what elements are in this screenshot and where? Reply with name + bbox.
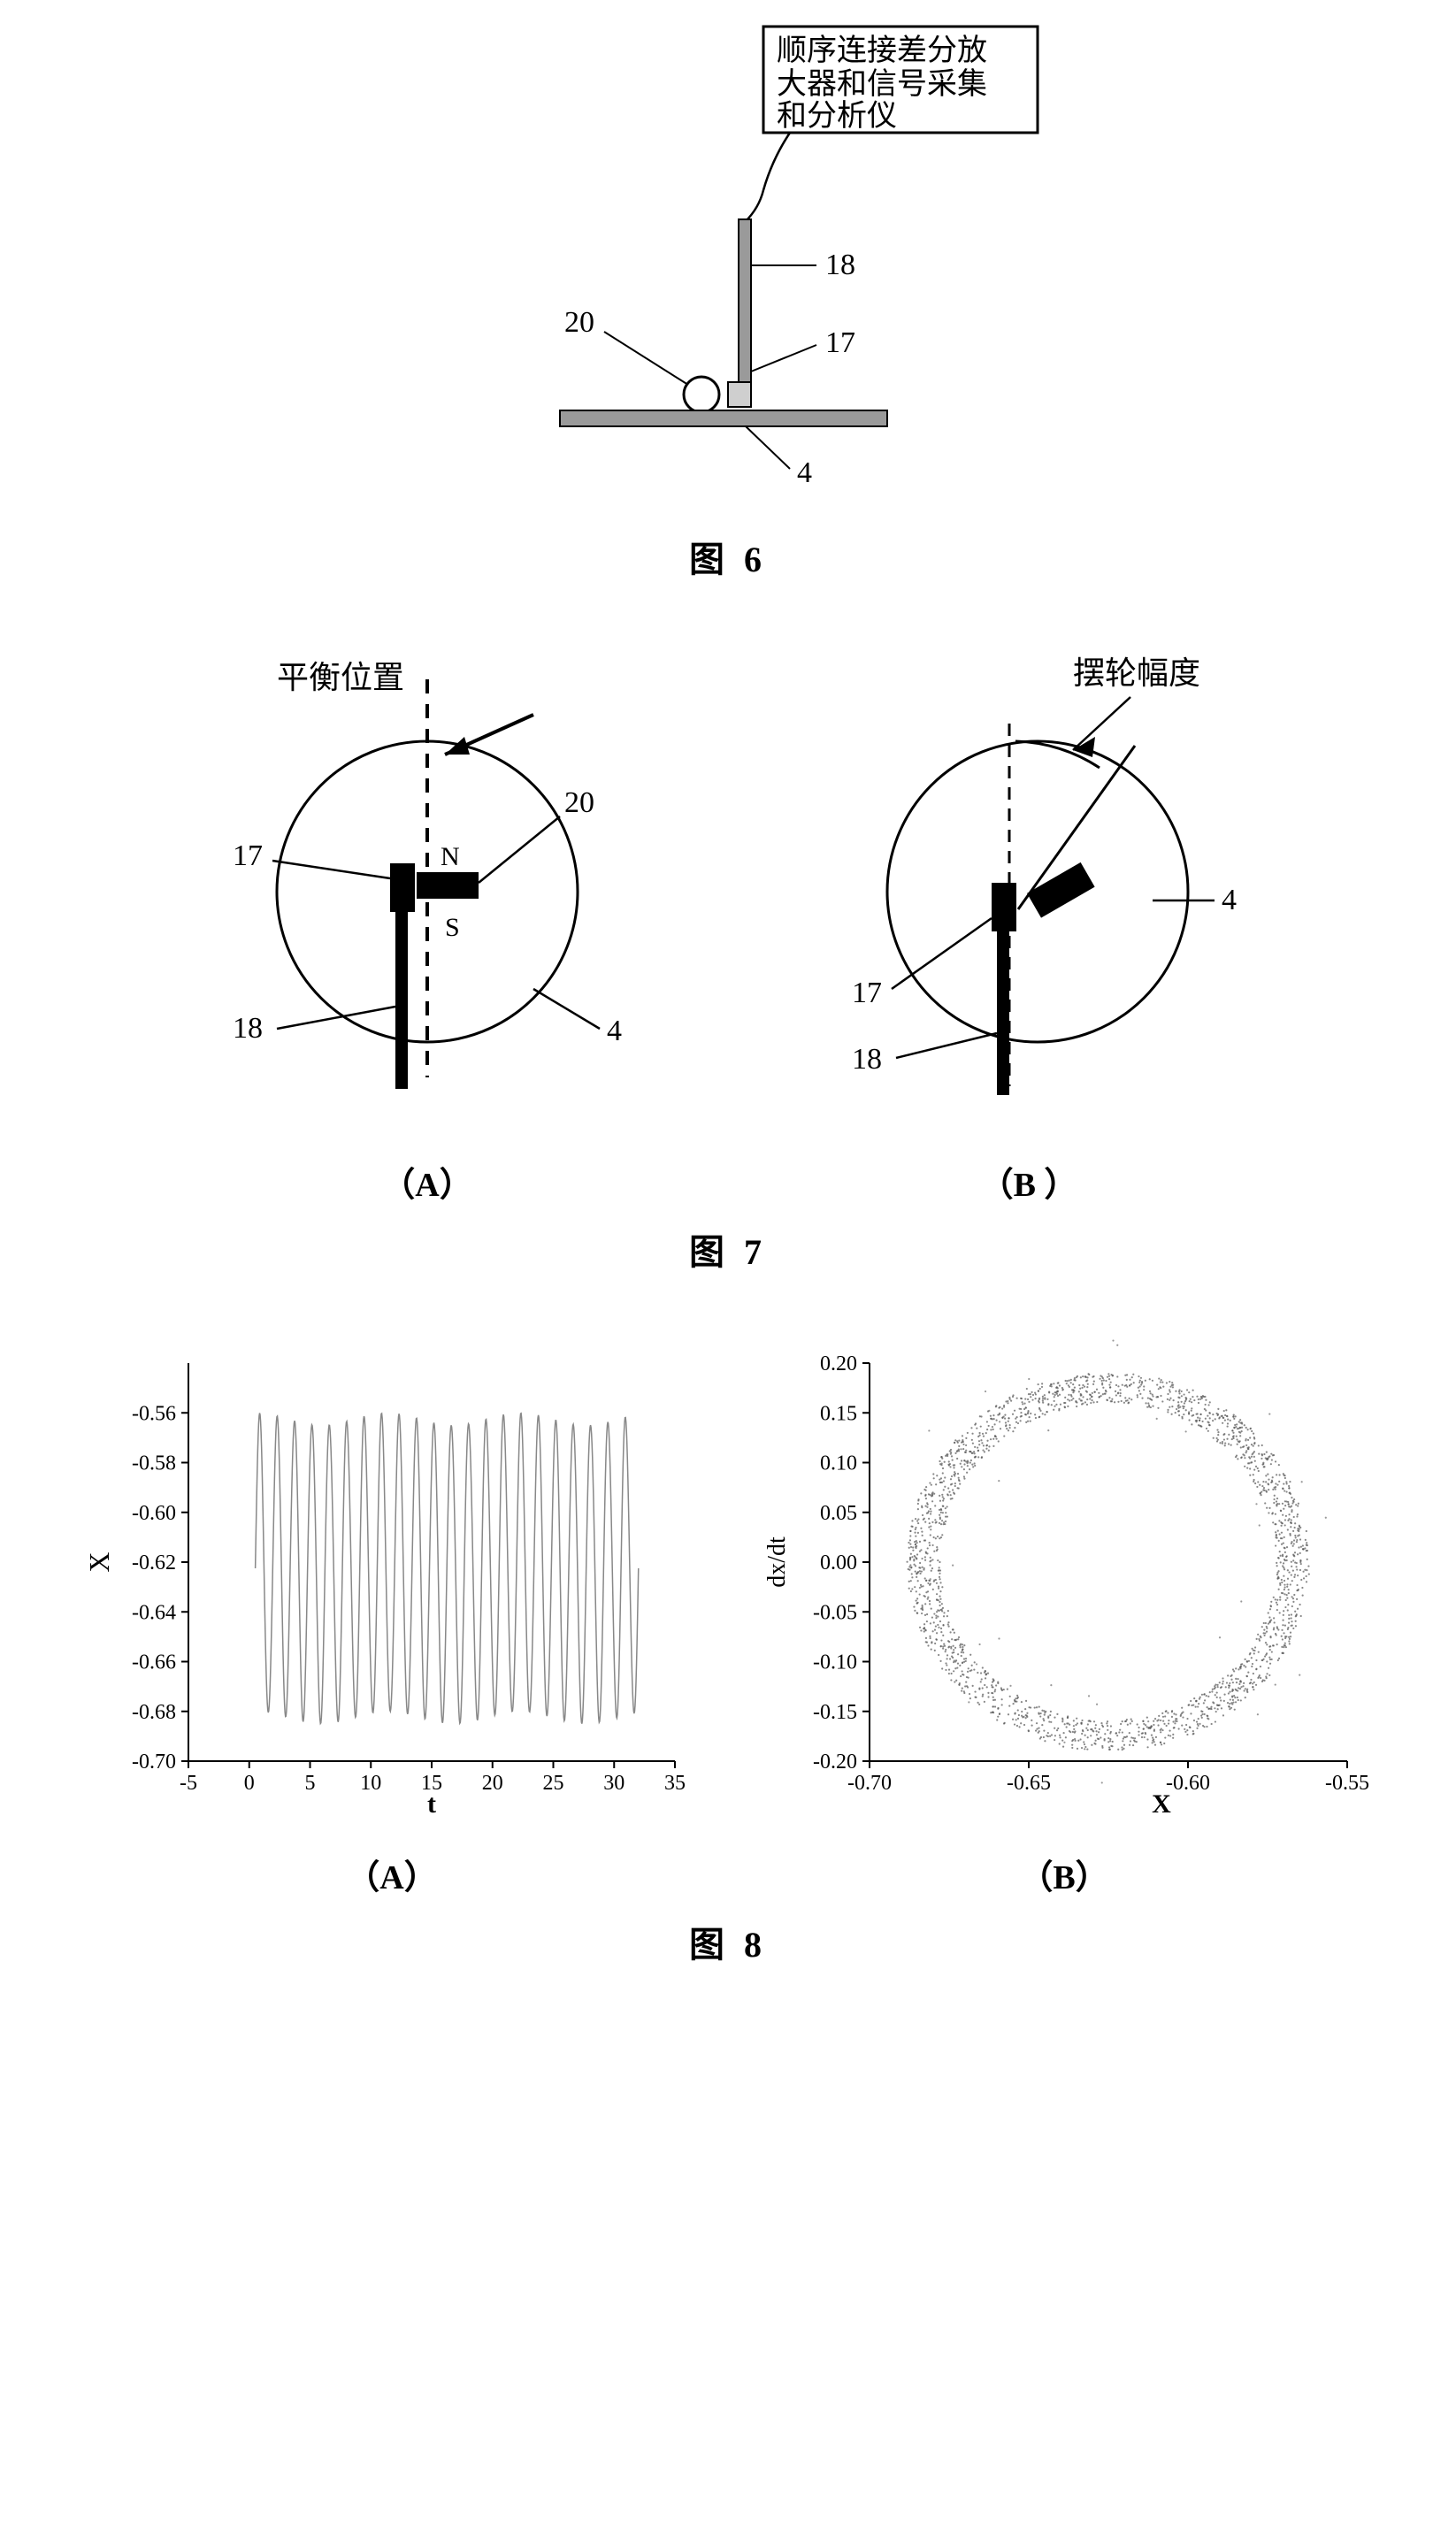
fig8-caption: 图 8 <box>689 1916 767 1967</box>
fig7a-label-17: 17 <box>233 839 263 872</box>
fig8b-sublabel: （B） <box>1019 1850 1108 1898</box>
fig7a-rod-18 <box>395 912 408 1089</box>
svg-text:-0.65: -0.65 <box>1007 1772 1051 1795</box>
fig7a-label-20: 20 <box>564 786 594 819</box>
fig6-textbox-line2: 大器和信号采集 <box>777 67 987 101</box>
fig7a-magnet <box>417 872 479 899</box>
fig6-textbox-line3: 和分析仪 <box>777 99 897 133</box>
fig6-caption: 图 6 <box>689 531 767 582</box>
fig7a-svg: 平衡位置 N S 17 18 2 <box>180 635 675 1130</box>
svg-text:5: 5 <box>305 1772 316 1795</box>
fig7a-label-18: 18 <box>233 1012 263 1045</box>
svg-text:30: 30 <box>603 1772 625 1795</box>
fig7b-label-4: 4 <box>1222 884 1237 916</box>
svg-text:0.05: 0.05 <box>820 1502 857 1525</box>
fig7a-S: S <box>445 913 460 942</box>
fig6-sphere-20 <box>684 377 719 412</box>
fig8a-sublabel: （A） <box>346 1850 437 1898</box>
svg-text:-0.58: -0.58 <box>132 1452 176 1475</box>
fig6-svg: 顺序连接差分放 大器和信号采集 和分析仪 18 17 20 4 <box>374 18 1082 513</box>
svg-text:dx/dt: dx/dt <box>763 1536 791 1588</box>
fig7a-label-4: 4 <box>607 1015 622 1047</box>
svg-text:-0.70: -0.70 <box>132 1751 176 1774</box>
fig6-rod-18 <box>739 219 751 405</box>
svg-text:-0.62: -0.62 <box>132 1551 176 1574</box>
svg-text:-0.15: -0.15 <box>813 1701 857 1724</box>
fig7b: 摆轮幅度 17 <box>781 635 1276 1206</box>
fig6-label-17: 17 <box>825 326 855 359</box>
svg-text:0: 0 <box>244 1772 255 1795</box>
fig8b: 0.20 0.15 0.10 0.05 0.00 -0.05 -0.10 -0.15 -0.20… <box>755 1328 1374 1898</box>
svg-text:-0.05: -0.05 <box>813 1601 857 1624</box>
fig7b-sublabel: （B ） <box>980 1157 1078 1206</box>
figure-8: -0.56 -0.58 -0.60 -0.62 -0.64 -0.66 -0.68 -0.70… <box>18 1328 1438 1967</box>
fig6-label-18: 18 <box>825 249 855 281</box>
fig7b-label-18: 18 <box>852 1043 882 1076</box>
fig8b-svg: 0.20 0.15 0.10 0.05 0.00 -0.05 -0.10 -0.15 -0.20… <box>755 1328 1374 1823</box>
svg-text:-0.68: -0.68 <box>132 1701 176 1724</box>
svg-text:25: 25 <box>543 1772 564 1795</box>
svg-text:-0.64: -0.64 <box>132 1601 176 1624</box>
svg-text:-0.20: -0.20 <box>813 1751 857 1774</box>
fig6-label-4: 4 <box>797 456 812 489</box>
fig7b-svg: 摆轮幅度 17 <box>781 635 1276 1130</box>
svg-text:0.10: 0.10 <box>820 1452 857 1475</box>
fig7a-balance-text: 平衡位置 <box>277 660 404 695</box>
fig7a: 平衡位置 N S 17 18 2 <box>180 635 675 1206</box>
fig6-label-20: 20 <box>564 306 594 339</box>
svg-text:X: X <box>83 1551 115 1572</box>
svg-text:X: X <box>1152 1789 1171 1819</box>
svg-text:-0.60: -0.60 <box>132 1502 176 1525</box>
svg-text:-0.56: -0.56 <box>132 1402 176 1425</box>
svg-text:-0.66: -0.66 <box>132 1651 176 1674</box>
svg-text:-5: -5 <box>180 1772 197 1795</box>
fig7b-rod-18 <box>997 931 1009 1095</box>
fig7b-block-17 <box>992 883 1016 931</box>
svg-text:-0.60: -0.60 <box>1166 1772 1210 1795</box>
svg-text:10: 10 <box>360 1772 381 1795</box>
svg-text:-0.55: -0.55 <box>1325 1772 1369 1795</box>
svg-text:0.15: 0.15 <box>820 1402 857 1425</box>
fig6-plate-4 <box>560 410 887 426</box>
fig7b-magnet <box>1027 862 1095 918</box>
fig7b-amp-text: 摆轮幅度 <box>1073 655 1200 691</box>
fig7a-sublabel: （A） <box>381 1157 472 1206</box>
fig7-caption: 图 7 <box>689 1223 767 1275</box>
figure-6: 顺序连接差分放 大器和信号采集 和分析仪 18 17 20 4 图 6 <box>18 18 1438 582</box>
svg-text:-0.10: -0.10 <box>813 1651 857 1674</box>
fig8a: -0.56 -0.58 -0.60 -0.62 -0.64 -0.66 -0.68 -0.70… <box>82 1328 701 1898</box>
fig8a-svg: -0.56 -0.58 -0.60 -0.62 -0.64 -0.66 -0.68 -0.70… <box>82 1328 701 1823</box>
fig7a-block-17 <box>390 863 415 912</box>
svg-text:0.20: 0.20 <box>820 1352 857 1375</box>
fig7b-label-17: 17 <box>852 977 882 1009</box>
svg-text:0.00: 0.00 <box>820 1551 857 1574</box>
svg-text:-0.70: -0.70 <box>847 1772 892 1795</box>
figure-7: 平衡位置 N S 17 18 2 <box>18 635 1438 1275</box>
fig7a-N: N <box>441 842 460 871</box>
svg-text:35: 35 <box>664 1772 686 1795</box>
fig6-block-17 <box>728 382 751 407</box>
fig6-wire <box>746 133 790 221</box>
svg-text:20: 20 <box>482 1772 503 1795</box>
svg-text:t: t <box>427 1789 436 1819</box>
fig6-textbox-line1: 顺序连接差分放 <box>777 34 987 67</box>
